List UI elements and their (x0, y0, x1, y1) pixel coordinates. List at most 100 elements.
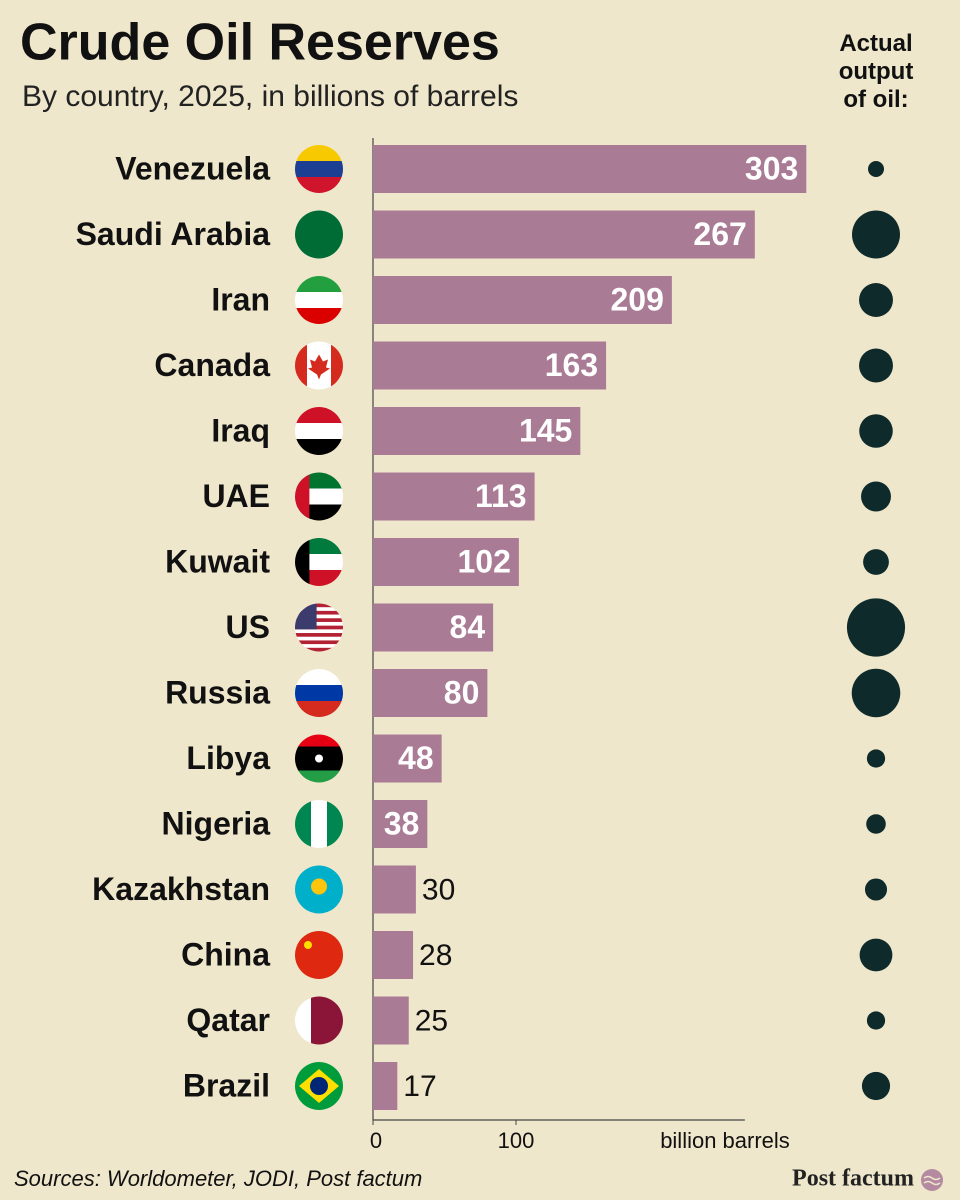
flag-globe (310, 1077, 328, 1095)
value-label: 48 (398, 740, 434, 776)
y-tick-label: Iraq (211, 412, 270, 448)
flag-stripe (295, 931, 343, 979)
output-bubble (866, 1011, 886, 1030)
flag-stripe (295, 607, 343, 612)
x-tick-label: 100 (498, 1128, 535, 1153)
flag-stripe (295, 647, 343, 652)
flag-emblem (304, 941, 312, 949)
flag-emblem (311, 878, 327, 895)
value-label: 28 (419, 939, 452, 972)
y-tick-label: Kuwait (165, 543, 270, 579)
flag-stripe (327, 996, 343, 1045)
flag (295, 407, 343, 455)
flag-stripe (295, 145, 343, 162)
size-legend-title: Actual output of oil: (838, 30, 914, 113)
flag-stripe (295, 292, 343, 309)
output-bubble (859, 414, 893, 448)
y-tick-label: Canada (154, 347, 270, 383)
bar (373, 145, 807, 193)
flag-stripe (331, 341, 343, 390)
flag-stripe (295, 800, 312, 848)
value-label: 163 (545, 347, 598, 383)
bar (373, 603, 494, 652)
bar (373, 931, 414, 979)
value-label: 267 (693, 216, 746, 252)
chart-subtitle: By country, 2025, in billions of barrels (22, 80, 518, 113)
flag-stripe (295, 640, 343, 645)
output-bubble (859, 283, 893, 317)
bar (373, 472, 535, 521)
output-bubble (861, 1071, 891, 1101)
y-tick-label: US (226, 609, 270, 645)
flag-stripe (295, 614, 343, 619)
brand-icon-waves (923, 1175, 941, 1186)
flag-stripe (295, 633, 343, 638)
value-label: 30 (422, 873, 455, 906)
chart-title: Crude Oil Reserves (20, 14, 500, 72)
y-tick-label: Nigeria (162, 805, 271, 841)
flag-canton (295, 603, 317, 630)
output-bubble (864, 878, 888, 901)
bar (373, 734, 442, 783)
bar (373, 669, 488, 717)
bar (373, 538, 519, 586)
bar (373, 341, 607, 390)
y-tick-label: Iran (211, 281, 270, 317)
flag (295, 341, 343, 390)
flag-stripe (295, 669, 343, 686)
flag (295, 800, 343, 848)
y-tick-label: Russia (165, 674, 270, 710)
output-bubble (868, 161, 884, 177)
bar (373, 865, 416, 914)
flag-hoist (295, 472, 310, 521)
x-tick-label: 0 (370, 1128, 382, 1153)
flag-stripe (295, 636, 343, 641)
flag-leaf (308, 354, 330, 380)
output-bubble (859, 938, 893, 972)
brand-icon (921, 1169, 943, 1191)
bar (373, 800, 428, 848)
bar (373, 1062, 398, 1110)
y-tick-label: China (181, 936, 270, 972)
flag-stripe (295, 610, 343, 615)
flag (295, 865, 343, 914)
flag-stripe (311, 996, 328, 1045)
flag-stripe (295, 701, 343, 717)
flag-stripe (295, 770, 343, 783)
output-bubble (863, 549, 889, 575)
y-tick-label: Kazakhstan (92, 871, 270, 907)
flag-stripe (327, 800, 343, 848)
value-label: 209 (610, 281, 663, 317)
y-tick-label: UAE (202, 478, 270, 514)
flag-stripe (295, 758, 343, 771)
flag-emblem (315, 754, 323, 763)
output-bubble (859, 348, 893, 383)
y-tick-label: Brazil (183, 1067, 270, 1103)
y-tick-label: Qatar (186, 1002, 270, 1038)
flag-stripe (311, 800, 328, 848)
value-label: 25 (415, 1004, 448, 1037)
value-label: 84 (450, 609, 486, 645)
flag-stripe (295, 734, 343, 747)
flag-stripe (295, 161, 343, 178)
output-bubble (846, 598, 906, 657)
flag (295, 276, 343, 324)
flag-stripe (295, 629, 343, 634)
flag-stripe (295, 746, 343, 759)
flag-stripe (295, 210, 343, 259)
flag (295, 145, 343, 193)
output-bubble (866, 749, 886, 768)
flag-stripe (295, 685, 343, 702)
output-bubble (852, 210, 900, 259)
output-bubble (866, 814, 886, 834)
value-label: 80 (444, 674, 480, 710)
flag (295, 734, 343, 783)
value-label: 38 (384, 805, 420, 841)
flag-stripe (295, 621, 343, 626)
flag (295, 669, 343, 717)
flag-stripe (295, 177, 343, 193)
y-tick-label: Libya (186, 740, 270, 776)
flag-stripe (295, 625, 343, 630)
